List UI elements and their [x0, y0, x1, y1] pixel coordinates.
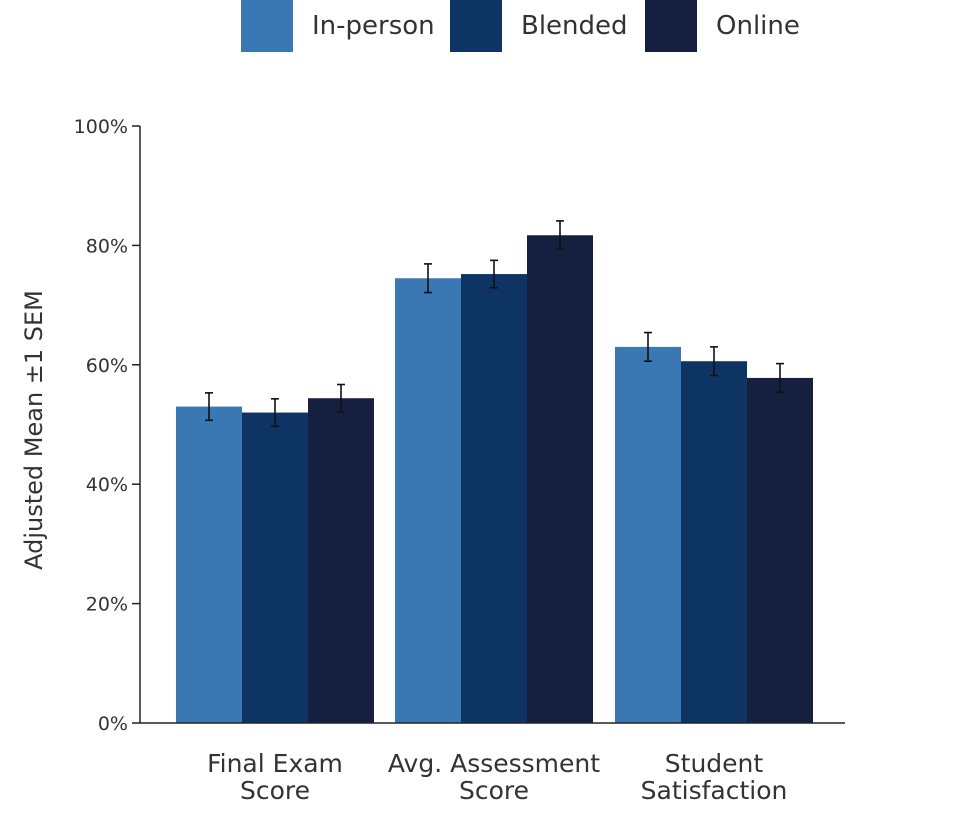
y-tick-label: 80% — [86, 235, 128, 257]
y-tick-label: 0% — [98, 713, 128, 735]
error-bar — [490, 259, 498, 289]
error-bar — [644, 331, 652, 363]
bar — [176, 406, 242, 723]
legend-item: Blended — [450, 0, 628, 52]
bar — [242, 412, 308, 723]
error-bar — [710, 346, 718, 377]
legend-item: In-person — [241, 0, 435, 52]
bar — [527, 235, 593, 723]
legend-label: Online — [716, 11, 800, 41]
error-bars — [205, 220, 784, 428]
bars — [176, 235, 813, 723]
legend-item: Online — [645, 0, 800, 52]
legend-swatch — [450, 0, 502, 52]
x-tick-label: Avg. Assessment Score — [388, 749, 600, 805]
bar — [395, 278, 461, 723]
y-tick-label: 40% — [86, 474, 128, 496]
bar — [461, 274, 527, 723]
bar — [615, 346, 681, 723]
error-bar — [776, 362, 784, 394]
x-tick-label: Student Satisfaction — [641, 749, 788, 805]
legend: In-person Blended Online — [241, 0, 800, 52]
bar — [681, 361, 747, 723]
error-bar — [337, 383, 345, 413]
bar — [308, 398, 374, 723]
x-tick-label: Final Exam Score — [207, 749, 343, 805]
y-axis-label: Adjusted Mean ±1 SEM — [20, 290, 48, 570]
legend-label: In-person — [312, 11, 435, 41]
error-bar — [556, 220, 564, 251]
y-tick-label: 20% — [86, 594, 128, 616]
x-axis: Final Exam Score Avg. Assessment Score Stude… — [140, 722, 845, 805]
legend-swatch — [645, 0, 697, 52]
y-tick-label: 60% — [86, 355, 128, 377]
error-bar — [271, 398, 279, 428]
legend-label: Blended — [521, 11, 628, 41]
legend-swatch — [241, 0, 293, 52]
bar — [747, 377, 813, 723]
y-axis: 0% 20% 40% 60% 80% 100% — [74, 116, 141, 735]
error-bar — [205, 392, 213, 422]
error-bar — [424, 263, 432, 294]
y-tick-label: 100% — [74, 116, 128, 138]
